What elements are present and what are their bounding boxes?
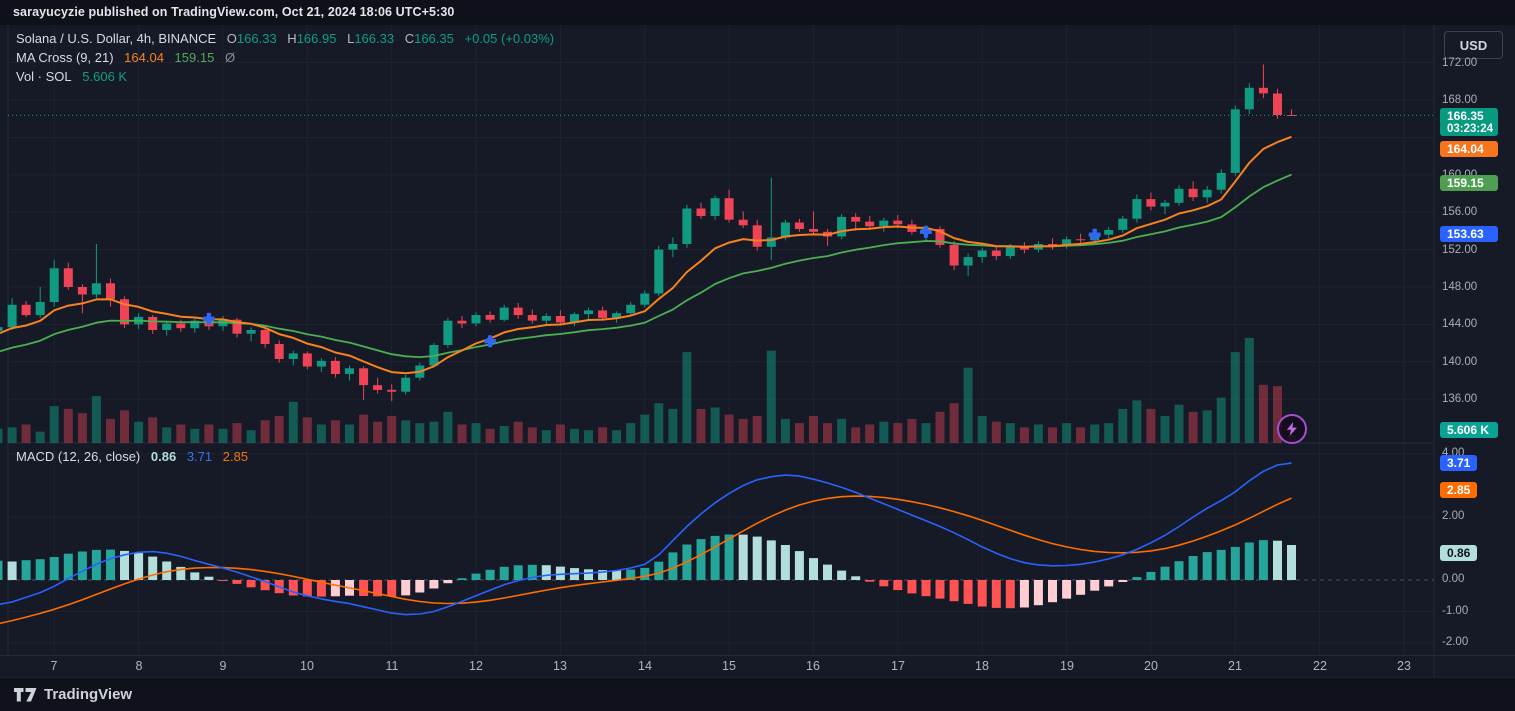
macd-axis-label: 2.00 xyxy=(1442,510,1465,522)
price-axis-label: 148.00 xyxy=(1442,281,1478,293)
last-price-badge: 166.35 03:23:24 xyxy=(1440,108,1498,136)
boost-button[interactable] xyxy=(1277,414,1307,444)
price-axis-label: 144.00 xyxy=(1442,318,1478,330)
time-axis-label: 22 xyxy=(1313,659,1327,673)
time-axis-label: 21 xyxy=(1228,659,1242,673)
ma-empty-value: Ø xyxy=(224,50,236,65)
open-value: 166.33 xyxy=(236,31,277,46)
tradingview-logo-icon xyxy=(14,687,37,701)
symbol-legend-row: Solana / U.S. Dollar, 4h, BINANCE O166.3… xyxy=(16,31,555,46)
macd-hist-badge: 0.86 xyxy=(1440,545,1477,561)
tradingview-logo-text: TradingView xyxy=(44,686,133,703)
time-axis[interactable] xyxy=(0,655,1515,678)
footer: TradingView xyxy=(0,677,1515,711)
ma-slow-badge: 159.15 xyxy=(1440,175,1498,191)
low-value: 166.33 xyxy=(354,31,395,46)
macd-axis-label: -1.00 xyxy=(1442,605,1469,617)
publish-line: sarayucyzie published on TradingView.com… xyxy=(13,5,455,19)
volume-value: 5.606 K xyxy=(82,69,128,84)
time-axis-label: 13 xyxy=(553,659,567,673)
ma-fast-badge: 164.04 xyxy=(1440,141,1498,157)
price-axis-label: 172.00 xyxy=(1442,57,1478,69)
price-axis-label: 156.00 xyxy=(1442,206,1478,218)
macd-signal-value: 2.85 xyxy=(222,449,249,464)
macd-signal-badge: 2.85 xyxy=(1440,482,1477,498)
symbol-title: Solana / U.S. Dollar, 4h, BINANCE xyxy=(16,31,217,46)
volume-badge: 5.606 K xyxy=(1440,422,1498,438)
volume-legend-row: Vol · SOL 5.606 K xyxy=(16,69,554,88)
ma-cross-title: MA Cross (9, 21) xyxy=(16,50,114,65)
price-axis-label: 136.00 xyxy=(1442,393,1478,405)
time-axis-label: 9 xyxy=(219,659,227,673)
macd-legend-row: MACD (12, 26, close) 0.86 3.71 2.85 xyxy=(16,449,248,468)
cross-level-badge: 153.63 xyxy=(1440,226,1498,242)
time-axis-label: 8 xyxy=(135,659,143,673)
lightning-icon xyxy=(1286,422,1297,436)
ma-slow-value: 159.15 xyxy=(174,50,215,65)
price-axis-label: 168.00 xyxy=(1442,94,1478,106)
time-axis-label: 11 xyxy=(385,659,399,673)
macd-title: MACD (12, 26, close) xyxy=(16,449,141,464)
time-axis-label: 17 xyxy=(891,659,905,673)
macd-hist-value: 0.86 xyxy=(150,449,177,464)
publish-header: sarayucyzie published on TradingView.com… xyxy=(0,0,1515,26)
ma-cross-legend-row: MA Cross (9, 21) 164.04 159.15 Ø xyxy=(16,50,554,69)
volume-title: Vol · SOL xyxy=(16,69,72,84)
macd-axis-label: 0.00 xyxy=(1442,573,1465,585)
change-value: +0.05 (+0.03%) xyxy=(464,31,555,46)
time-axis-label: 12 xyxy=(469,659,483,673)
time-axis-label: 15 xyxy=(722,659,736,673)
macd-line-value: 3.71 xyxy=(186,449,213,464)
tradingview-logo[interactable]: TradingView xyxy=(14,686,132,703)
chart-area[interactable] xyxy=(0,25,1515,677)
time-axis-label: 20 xyxy=(1144,659,1158,673)
ma-fast-value: 164.04 xyxy=(124,50,164,65)
price-axis-label: 140.00 xyxy=(1442,356,1478,368)
time-axis-label: 23 xyxy=(1397,659,1411,673)
time-axis-label: 7 xyxy=(50,659,58,673)
time-axis-label: 19 xyxy=(1060,659,1074,673)
chart-legend: Solana / U.S. Dollar, 4h, BINANCE O166.3… xyxy=(16,31,554,88)
time-axis-label: 10 xyxy=(300,659,314,673)
price-axis-label: 152.00 xyxy=(1442,244,1478,256)
time-axis-label: 16 xyxy=(806,659,820,673)
close-value: 166.35 xyxy=(414,31,454,46)
time-axis-label: 18 xyxy=(975,659,989,673)
macd-axis-label: -2.00 xyxy=(1442,636,1469,648)
macd-line-badge: 3.71 xyxy=(1440,455,1477,471)
time-axis-label: 14 xyxy=(638,659,652,673)
high-value: 166.95 xyxy=(296,31,337,46)
currency-toggle-button[interactable]: USD xyxy=(1444,31,1503,59)
